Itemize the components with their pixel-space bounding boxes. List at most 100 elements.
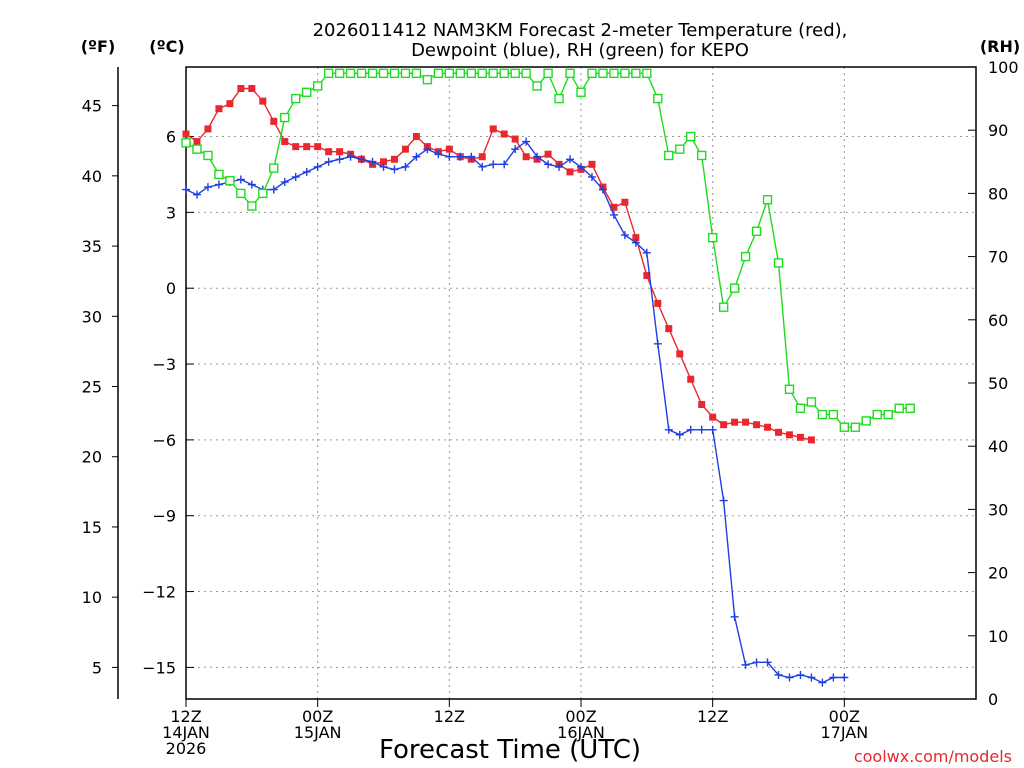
temperature-point — [731, 418, 739, 426]
rh-point — [828, 409, 839, 420]
x-tick-label: 12Z — [697, 707, 728, 726]
rh-point — [664, 150, 674, 161]
rh-point — [269, 163, 279, 173]
temperature-point — [621, 198, 629, 206]
rh-point — [192, 144, 202, 154]
rh-point — [817, 409, 828, 420]
dewpoint-point — [577, 162, 585, 171]
rh-unit-label: (RH) — [980, 37, 1020, 56]
rh-point — [532, 81, 542, 91]
dewpoint-point — [214, 180, 223, 189]
series-line-temperature — [185, 87, 812, 441]
rh-point — [466, 68, 476, 79]
dewpoint-point — [467, 152, 476, 161]
dewpoint-point — [500, 160, 509, 169]
temperature-point — [303, 143, 311, 151]
x-tick-label: 12Z — [170, 707, 201, 726]
rh-point — [729, 283, 740, 293]
dewpoint-point — [741, 660, 750, 669]
dewpoint-point — [533, 152, 542, 161]
rh-point — [686, 131, 696, 142]
temperature-point — [610, 203, 618, 211]
rh-tick-label: 20 — [988, 564, 1008, 583]
temperature-point — [643, 272, 651, 280]
dewpoint-point — [434, 150, 443, 159]
fahrenheit-tick-label: 10 — [82, 588, 102, 607]
rh-tick-label: 30 — [988, 500, 1008, 519]
rh-point — [872, 409, 882, 420]
rh-point — [543, 68, 553, 79]
temperature-point — [500, 130, 508, 138]
series-line-rh — [185, 71, 911, 428]
dewpoint-point — [807, 673, 816, 682]
rh-tick-label: 50 — [988, 374, 1008, 393]
rh-point — [411, 68, 422, 79]
temperature-point — [764, 423, 772, 431]
rh-point — [181, 138, 191, 148]
temperature-point — [259, 97, 267, 105]
dewpoint-point — [829, 673, 838, 682]
rh-tick-label: 70 — [988, 248, 1008, 267]
rh-point — [389, 68, 400, 79]
dewpoint-point — [302, 167, 311, 176]
temperature-point — [489, 125, 497, 133]
temperature-point — [742, 418, 750, 426]
series-temperature — [182, 84, 815, 444]
chart-title-line1: 2026011412 NAM3KM Forecast 2-meter Tempe… — [313, 20, 848, 41]
dewpoint-point — [785, 673, 794, 682]
dewpoint-point — [587, 172, 596, 181]
temperature-point — [544, 150, 552, 158]
dewpoint-point — [280, 178, 289, 187]
rh-point — [422, 74, 433, 85]
rh-point — [894, 403, 904, 413]
temperature-point — [215, 105, 223, 113]
celsius-tick-label: 0 — [166, 279, 176, 298]
rh-point — [510, 68, 520, 79]
fahrenheit-tick-label: 5 — [92, 658, 102, 677]
rh-point — [291, 93, 301, 104]
dewpoint-point — [324, 157, 333, 166]
temperature-point — [193, 138, 201, 146]
temperature-point — [654, 299, 662, 307]
temperature-point — [270, 117, 278, 125]
dewpoint-point — [269, 185, 278, 194]
series-layer — [181, 68, 915, 687]
rh-point — [334, 68, 345, 79]
x-tick-label: 16JAN — [557, 723, 605, 742]
rh-point — [609, 68, 619, 79]
series-line-dewpoint — [185, 140, 845, 684]
temperature-point — [336, 148, 344, 156]
rh-point — [718, 302, 729, 312]
temperature-point — [182, 130, 190, 138]
dewpoint-point — [686, 425, 695, 434]
rh-point — [433, 68, 444, 79]
x-tick-label: 17JAN — [820, 723, 868, 742]
dewpoint-point — [609, 210, 618, 219]
grid — [185, 67, 976, 699]
dewpoint-point — [511, 145, 520, 154]
temperature-point — [687, 375, 695, 383]
fahrenheit-tick-label: 20 — [82, 448, 102, 467]
dewpoint-point — [456, 152, 465, 161]
celsius-tick-label: 3 — [166, 203, 176, 222]
dewpoint-point — [730, 612, 739, 621]
rh-point — [751, 226, 762, 237]
credit-label: coolwx.com/models — [854, 747, 1012, 766]
dewpoint-point — [598, 185, 607, 194]
rh-point — [488, 68, 498, 79]
x-tick-label: 00Z — [829, 707, 860, 726]
temperature-point — [665, 325, 673, 333]
dewpoint-point — [247, 180, 256, 189]
dewpoint-point — [182, 185, 190, 194]
dewpoint-point — [445, 152, 454, 161]
rh-point — [587, 68, 597, 79]
dewpoint-point — [368, 157, 377, 166]
fahrenheit-tick-label: 25 — [82, 378, 102, 397]
temperature-point — [281, 138, 289, 146]
x-tick-label: 00Z — [302, 707, 333, 726]
dewpoint-point — [544, 160, 553, 169]
rh-point — [883, 409, 893, 420]
rh-point — [236, 188, 246, 199]
dewpoint-point — [555, 162, 564, 171]
